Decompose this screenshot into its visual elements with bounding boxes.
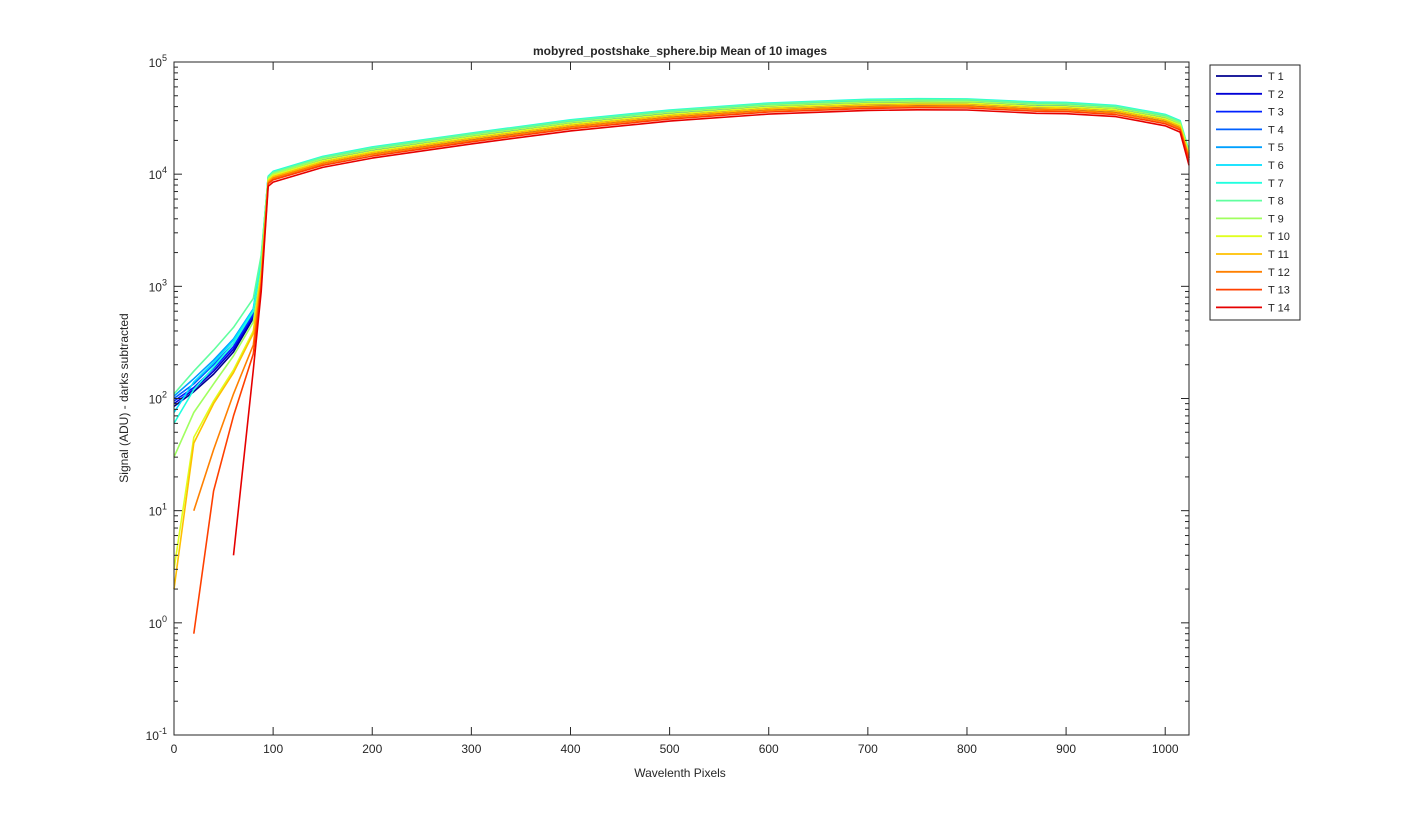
- x-tick-label: 300: [461, 742, 481, 756]
- legend-label: T 8: [1268, 196, 1284, 208]
- x-tick-label: 700: [858, 742, 878, 756]
- legend-label: T 14: [1268, 302, 1290, 314]
- y-tick-label: 105: [149, 53, 167, 70]
- legend-items: T 1 T 2 T 3 T 4 T 5 T 6 T 7 T 8 T 9 T 10 T 11 T 12 T…: [1216, 71, 1290, 314]
- x-axis-label: Wavelenth Pixels: [634, 766, 726, 780]
- y-axis-label: Signal (ADU) - darks subtracted: [117, 313, 131, 482]
- x-tick-label: 100: [263, 742, 283, 756]
- legend-label: T 9: [1268, 213, 1284, 225]
- x-tick-label: 900: [1056, 742, 1076, 756]
- y-tick-label: 104: [149, 165, 167, 182]
- x-tick-label: 500: [660, 742, 680, 756]
- legend-label: T 4: [1268, 124, 1284, 136]
- legend-label: T 7: [1268, 178, 1284, 190]
- x-tick-label: 0: [171, 742, 178, 756]
- x-axis: 0 100 200 300 400 500 600 700 800 900 1000: [171, 62, 1179, 756]
- legend-label: T 2: [1268, 89, 1284, 101]
- legend-label: T 3: [1268, 107, 1284, 119]
- series-line-13: [193, 106, 1190, 634]
- series-line-10: [173, 102, 1190, 570]
- y-tick-label: 10-1: [146, 726, 167, 743]
- legend-box: [1209, 64, 1301, 321]
- legend-label: T 10: [1268, 231, 1290, 243]
- legend-label: T 5: [1268, 142, 1284, 154]
- legend-label: T 12: [1268, 267, 1290, 279]
- y-tick-label: 101: [149, 502, 167, 519]
- series-layer: [173, 97, 1190, 634]
- chart-title: mobyred_postshake_sphere.bip Mean of 10 …: [533, 44, 827, 58]
- plot-background: [174, 62, 1189, 735]
- y-tick-label: 103: [149, 277, 167, 294]
- legend-label: T 6: [1268, 160, 1284, 172]
- legend-label: T 1: [1268, 71, 1284, 83]
- series-line-9: [173, 100, 1190, 458]
- legend-label: T 13: [1268, 285, 1290, 297]
- x-tick-label: 600: [759, 742, 779, 756]
- legend-label: T 11: [1268, 249, 1289, 261]
- x-tick-label: 200: [362, 742, 382, 756]
- legend: T 1 T 2 T 3 T 4 T 5 T 6 T 7 T 8 T 9 T 10 T 11 T 12 T…: [1209, 64, 1301, 321]
- y-tick-label: 102: [149, 390, 167, 407]
- series-line-14: [232, 109, 1190, 556]
- x-tick-label: 400: [560, 742, 580, 756]
- x-tick-label: 800: [957, 742, 977, 756]
- y-tick-label: 100: [149, 614, 167, 631]
- series-line-8: [173, 98, 1190, 395]
- series-line-11: [173, 103, 1190, 590]
- plot-area: [173, 61, 1190, 736]
- x-tick-label: 1000: [1152, 742, 1179, 756]
- y-axis: 10-1 100 101 102 103 104 105: [146, 53, 1189, 743]
